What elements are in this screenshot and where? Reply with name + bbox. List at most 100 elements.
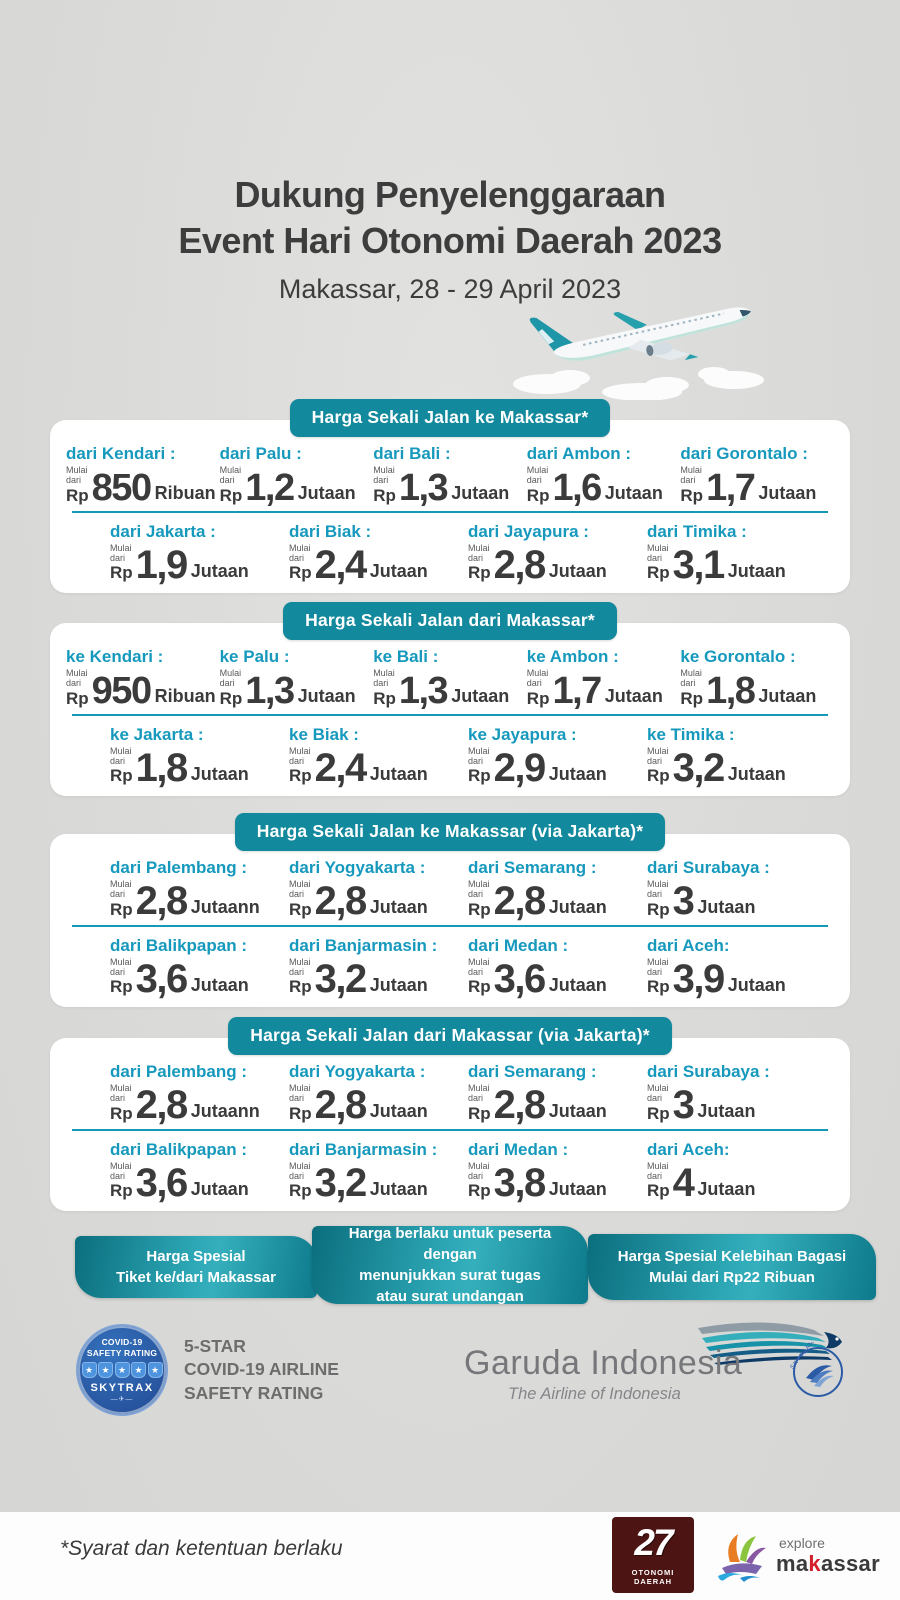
currency-label: Rp	[647, 1103, 670, 1123]
fare-amount: 2,9	[493, 745, 547, 790]
section-header: Harga Sekali Jalan dari Makassar*	[50, 602, 850, 640]
currency-label: Rp	[110, 899, 133, 919]
fare-amount: 1,8	[135, 745, 189, 790]
fare-amount: 1,7	[552, 669, 602, 712]
fare-prefix: Mulai dari Rp	[110, 1160, 133, 1201]
fare-prefix: Mulai dari Rp	[468, 1160, 491, 1201]
fare-prefix: Mulai dari Rp	[468, 542, 491, 583]
fare-item: dari Kendari : Mulai dari Rp 850 Ribuan	[66, 444, 220, 509]
row-divider	[72, 1128, 828, 1131]
promo-badge-kelebihan-bagasi: Harga Spesial Kelebihan Bagasi Mulai dar…	[588, 1234, 876, 1300]
currency-label: Rp	[289, 1103, 312, 1123]
promo-badge-line: Mulai dari Rp22 Ribuan	[649, 1269, 815, 1286]
currency-label: Rp	[468, 1103, 491, 1123]
fare-route-label: dari Palu :	[219, 444, 302, 463]
star-shield-icon: ★	[98, 1362, 113, 1379]
fare-price-line: Mulai dari Rp 1,2 Jutaan	[219, 465, 374, 507]
fare-price-line: Mulai dari Rp 1,8 Jutaan	[110, 745, 289, 790]
fare-item: dari Banjarmasin : Mulai dari Rp 3,2 Jutaan	[289, 1139, 468, 1203]
fare-item: dari Palembang : Mulai dari Rp 2,8 Jutaann	[110, 1062, 289, 1127]
fare-route-label: dari Palembang :	[110, 1062, 247, 1081]
currency-label: Rp	[289, 899, 312, 919]
fare-unit: Jutaan	[727, 560, 786, 581]
section-header-badge: Harga Sekali Jalan ke Makassar*	[289, 399, 611, 437]
fare-unit: Jutaan	[548, 1100, 607, 1121]
fare-prefix: Mulai dari Rp	[110, 745, 133, 786]
fare-route-label: ke Timika :	[647, 724, 735, 744]
red-k-letter: k	[808, 1550, 821, 1576]
currency-label: Rp	[66, 688, 89, 708]
star-shield-icon: ★	[147, 1362, 163, 1379]
fare-unit: Jutaan	[451, 482, 510, 503]
fare-unit: Jutaann	[190, 1100, 260, 1121]
currency-label: Rp	[468, 899, 491, 919]
fare-item: dari Aceh: Mulai dari Rp 3,9 Jutaan	[647, 936, 826, 999]
section-header-badge: Harga Sekali Jalan ke Makassar (via Jaka…	[234, 813, 666, 851]
garuda-wordmark: Garuda Indonesia	[464, 1344, 743, 1382]
currency-label: Rp	[289, 977, 312, 997]
fare-price-line: Mulai dari Rp 1,3 Jutaan	[220, 668, 374, 710]
currency-label: Rp	[219, 485, 243, 505]
fare-amount: 2,8	[135, 1082, 189, 1127]
fare-amount: 850	[91, 466, 152, 509]
fare-item: dari Surabaya : Mulai dari Rp 3 Jutaan	[647, 1062, 826, 1125]
fare-item: dari Medan : Mulai dari Rp 3,6 Jutaan	[468, 936, 647, 999]
fare-unit: Ribuan	[154, 482, 216, 503]
fare-amount: 1,3	[398, 669, 449, 712]
fare-item: dari Yogyakarta : Mulai dari Rp 2,8 Jutaan	[289, 1062, 468, 1125]
currency-label: Rp	[526, 485, 550, 505]
fare-amount: 1,7	[706, 466, 756, 509]
fare-amount: 1,8	[706, 669, 756, 712]
fare-route-label: dari Timika :	[647, 521, 747, 541]
garuda-tagline: The Airline of Indonesia	[508, 1385, 681, 1403]
skytrax-badge-title: COVID-19 SAFETY RATING	[86, 1336, 158, 1358]
fare-unit: Jutaan	[297, 685, 356, 706]
footer-strip	[0, 1512, 900, 1600]
fare-unit: Jutaann	[190, 896, 260, 917]
star-shield-icon: ★	[114, 1362, 130, 1379]
fare-price-line: Mulai dari Rp 1,7 Jutaan	[680, 465, 834, 509]
fare-prefix: Mulai dari Rp	[373, 668, 396, 708]
fare-price-line: Mulai dari Rp 1,7 Jutaan	[527, 668, 681, 712]
fare-unit: Jutaan	[548, 974, 607, 995]
airplane-illustration	[492, 296, 788, 401]
section-header: Harga Sekali Jalan ke Makassar*	[50, 399, 850, 437]
section-header: Harga Sekali Jalan ke Makassar (via Jaka…	[50, 813, 850, 851]
fare-prefix: Mulai dari Rp	[647, 956, 670, 997]
fare-unit: Jutaan	[190, 763, 249, 784]
fare-price-line: Mulai dari Rp 3,1 Jutaan	[647, 543, 826, 585]
currency-label: Rp	[110, 1103, 133, 1123]
fare-section-dari-makassar: Harga Sekali Jalan dari Makassar* ke Ken…	[50, 602, 850, 797]
fare-amount: 3,2	[672, 745, 726, 790]
fare-item: ke Bali : Mulai dari Rp 1,3 Jutaan	[373, 647, 527, 712]
fare-unit: Jutaan	[190, 974, 249, 995]
fare-card: dari Palembang : Mulai dari Rp 2,8 Jutaann dar…	[50, 1038, 850, 1212]
otonomi-number: 27	[634, 1522, 673, 1563]
fare-prefix: Mulai dari Rp	[373, 465, 396, 505]
promo-badge-line: Tiket ke/dari Makassar	[116, 1269, 276, 1286]
fare-prefix: Mulai dari Rp	[680, 668, 704, 708]
fare-route-label: dari Semarang :	[468, 1062, 597, 1081]
fare-amount: 2,8	[493, 1082, 547, 1127]
currency-label: Rp	[373, 485, 396, 505]
fare-route-label: ke Biak :	[289, 724, 359, 744]
promo-badge-harga-spesial: Harga Spesial Tiket ke/dari Makassar	[75, 1236, 317, 1298]
fare-amount: 2,8	[135, 878, 189, 923]
fare-route-label: dari Surabaya :	[647, 1062, 770, 1081]
fare-route-label: dari Banjarmasin :	[289, 1139, 438, 1159]
fare-amount: 1,9	[135, 542, 189, 587]
fare-item: dari Bali : Mulai dari Rp 1,3 Jutaan	[373, 444, 527, 507]
fare-prefix: Mulai dari Rp	[289, 745, 312, 786]
fare-price-line: Mulai dari Rp 3,2 Jutaan	[647, 745, 826, 790]
fare-section-ke-makassar-via-jakarta: Harga Sekali Jalan ke Makassar (via Jaka…	[50, 813, 850, 1008]
fare-unit: Jutaan	[604, 685, 663, 706]
fare-route-label: dari Balikpapan :	[110, 935, 247, 955]
skyteam-logo-icon: SKYTEAM	[790, 1342, 843, 1397]
fare-unit: Jutaan	[190, 560, 249, 581]
fare-price-line: Mulai dari Rp 3,8 Jutaan	[468, 1160, 647, 1203]
fare-route-label: dari Semarang :	[468, 858, 597, 877]
section-header: Harga Sekali Jalan dari Makassar (via Ja…	[50, 1017, 850, 1055]
star-shield-icon: ★	[131, 1362, 146, 1379]
fare-unit: Jutaan	[297, 482, 356, 503]
